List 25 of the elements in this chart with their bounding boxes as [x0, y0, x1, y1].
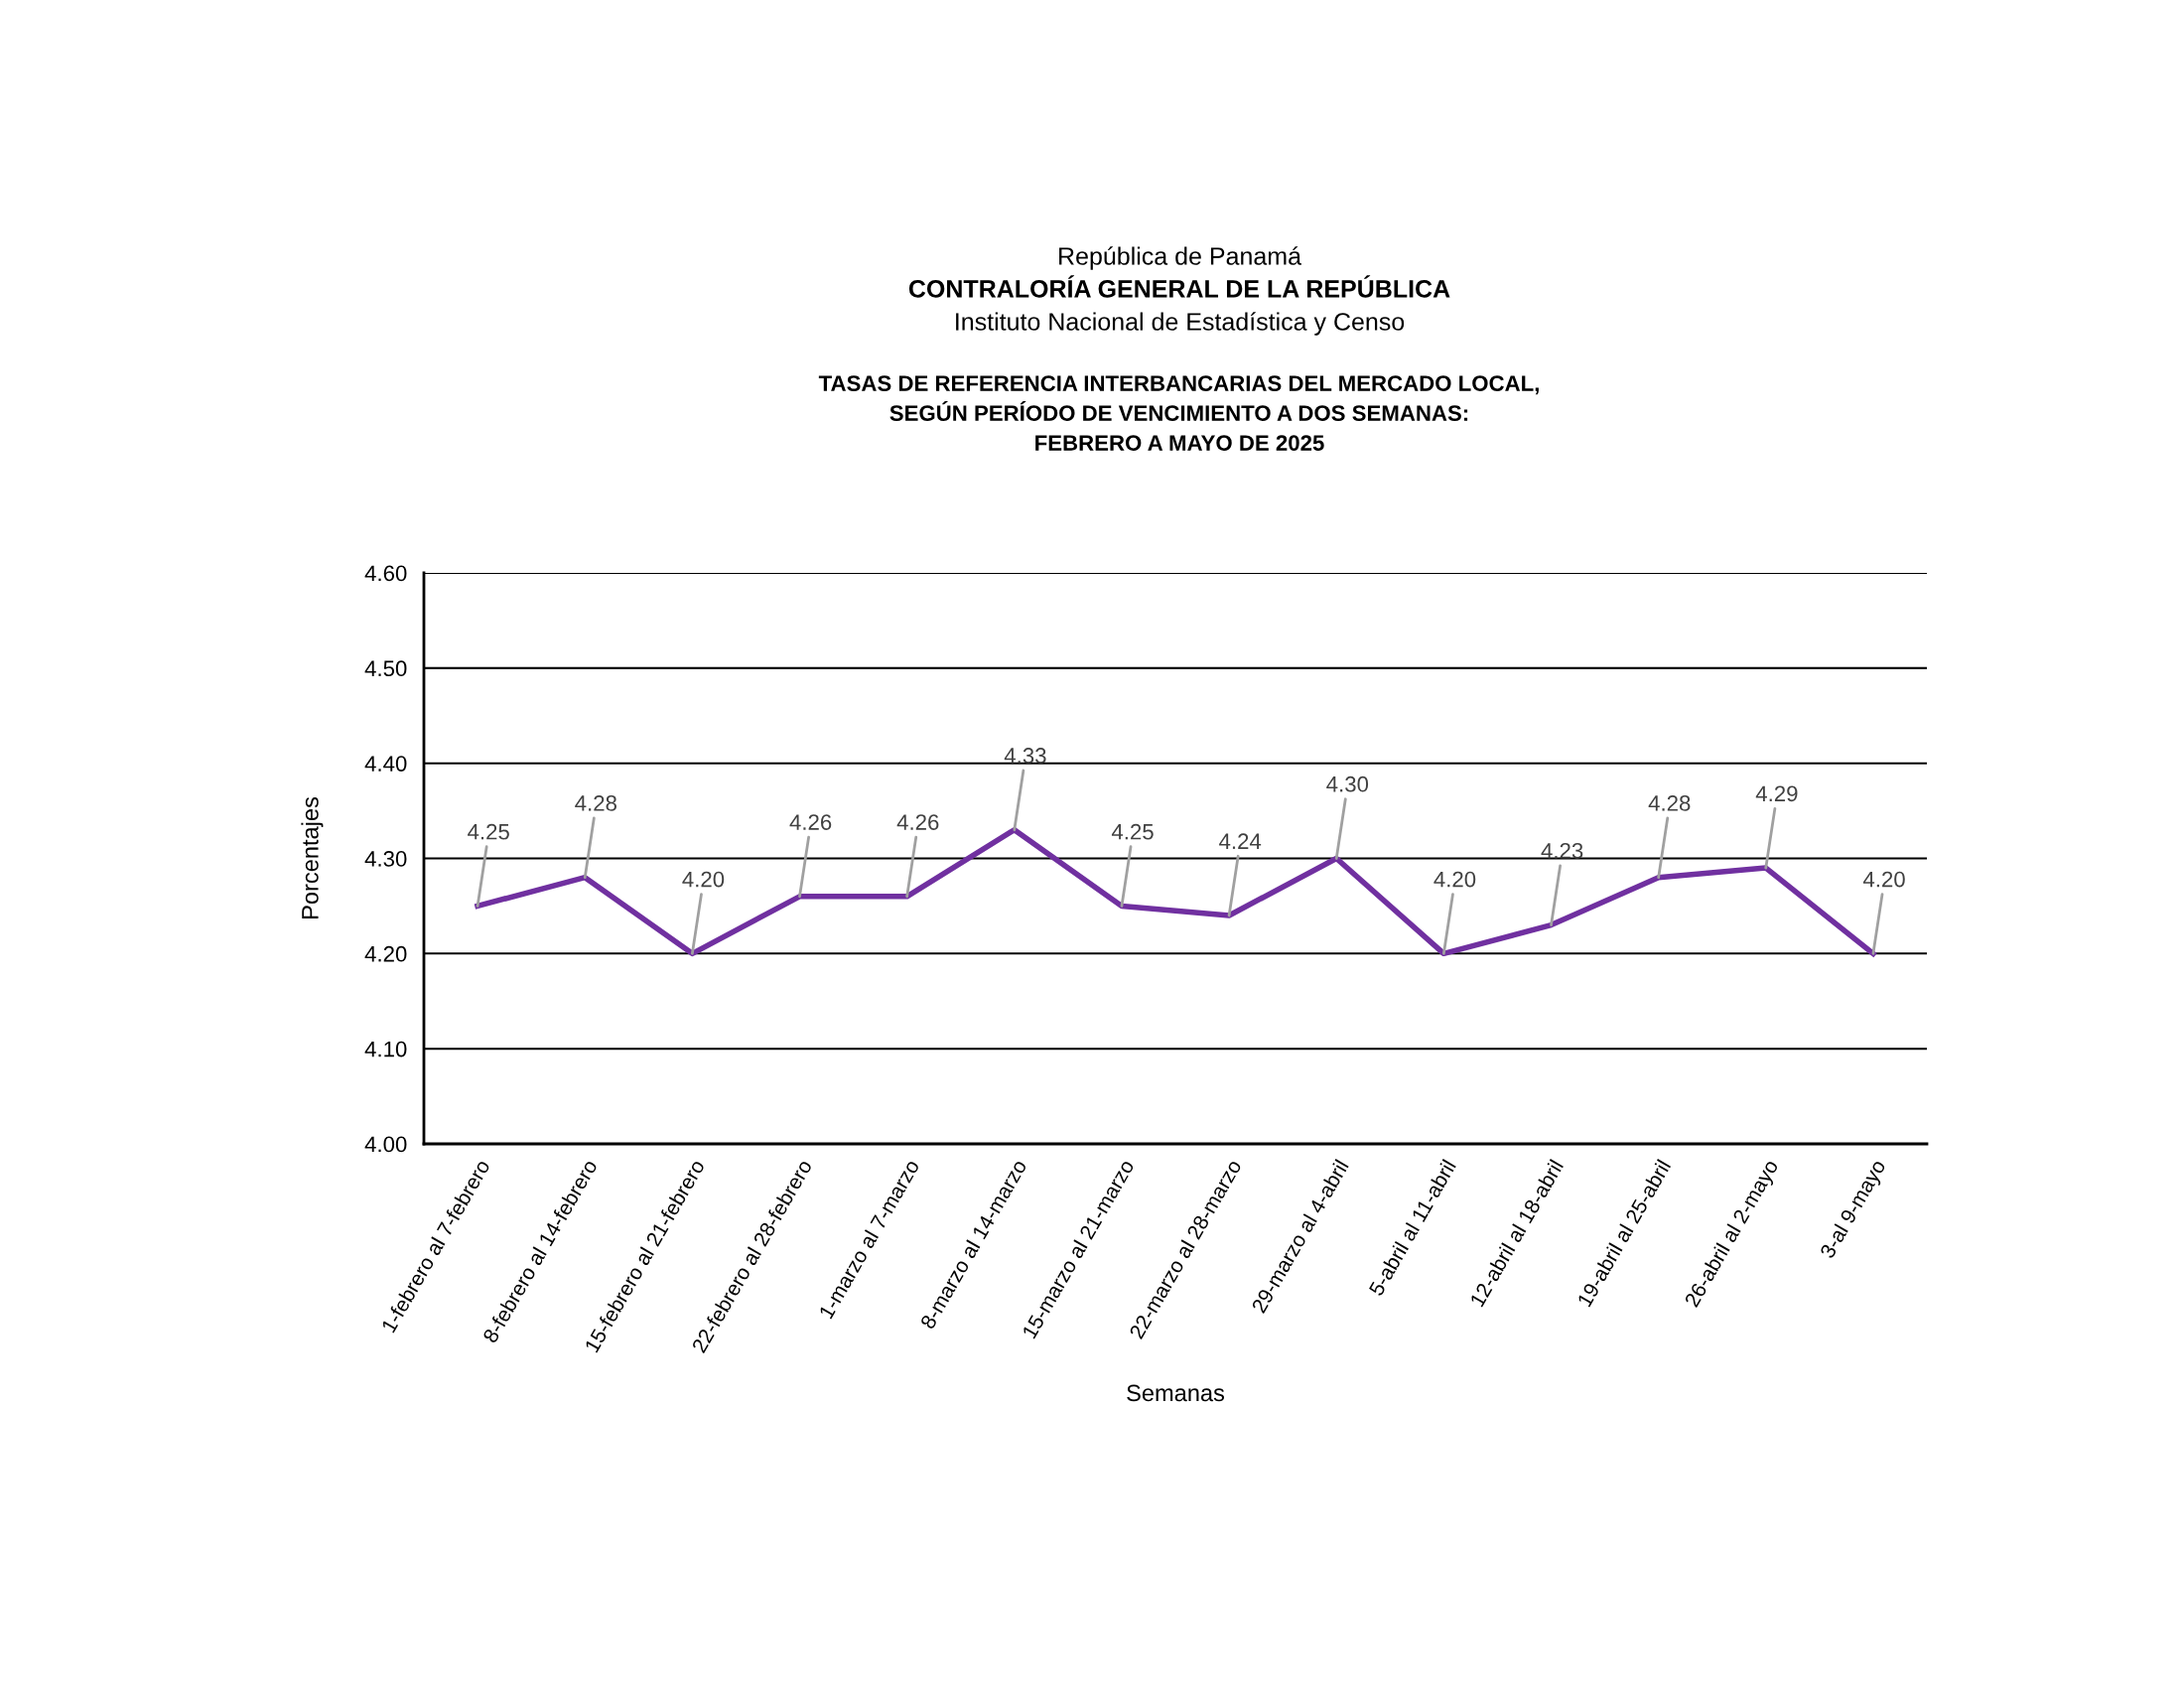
text: 4.33: [1004, 748, 1046, 764]
y-tick-label: 4.20: [364, 945, 407, 962]
y-axis-title: Porcentajes: [301, 797, 324, 918]
text: 4.28: [575, 795, 616, 811]
y-tick-label: 4.50: [364, 660, 407, 677]
chart-subtitle: República de Panamá CONTRALORÍA GENERAL DE LA REPÚBLICA Instituto Nacional de Estadística y Censo: [908, 246, 1450, 336]
y-tick-label: 4.30: [364, 851, 407, 867]
text: 4.25: [468, 823, 509, 840]
text: 4.20: [1862, 871, 1905, 888]
chart-title: TASAS DE REFERENCIA INTERBANCARIAS DEL MERCADO LOCAL, SEGÚN PERÍODO DE VENCIMIENTO A DOS SEMANAS: FEBRERO A MAYO DE 2025: [818, 375, 1539, 451]
y-tick-label: 4.00: [364, 1136, 407, 1153]
y-tick-label: 4.10: [364, 1041, 407, 1057]
y-tick-label: 4.40: [364, 756, 407, 772]
text: 4.25: [1111, 823, 1154, 840]
text: 4.20: [682, 871, 725, 888]
text: 4.26: [789, 814, 832, 830]
text: 4.23: [1541, 842, 1583, 859]
text: 4.26: [896, 814, 939, 830]
text: 4.20: [1433, 871, 1476, 888]
x-axis-title: Semanas: [1127, 1384, 1225, 1402]
text: 4.24: [1219, 833, 1262, 849]
text: 4.30: [1326, 775, 1369, 792]
text: 4.29: [1755, 785, 1798, 802]
y-tick-label: 4.60: [364, 565, 407, 582]
text: 4.28: [1648, 795, 1691, 811]
